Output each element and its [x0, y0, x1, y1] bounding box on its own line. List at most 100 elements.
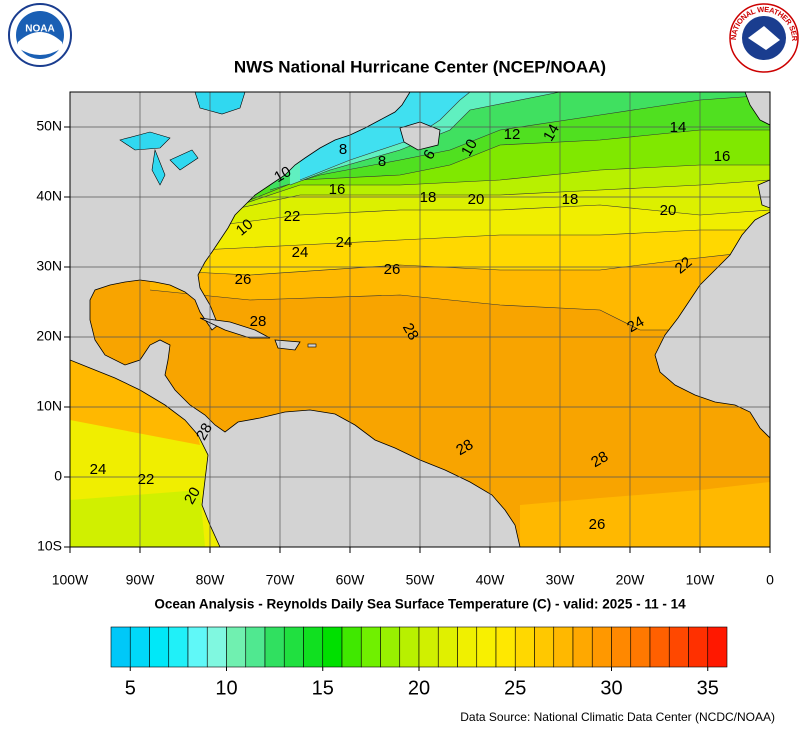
land-hispaniola — [274, 339, 301, 351]
colorbar-cell — [110, 626, 131, 668]
colorbar-cell — [572, 626, 593, 668]
land-americas — [70, 92, 521, 547]
contour-label: 28 — [588, 448, 611, 471]
colorbar-cell — [245, 626, 266, 668]
contour-line — [149, 249, 770, 276]
land-africa — [654, 211, 770, 439]
colorbar-tick-label: 5 — [125, 677, 136, 699]
y-tick-label: 40N — [36, 188, 62, 204]
data-source: Data Source: National Climatic Data Cent… — [460, 710, 775, 724]
contour-label: 26 — [384, 261, 401, 278]
great-lake — [119, 131, 171, 151]
colorbar-tick-label: 30 — [600, 677, 622, 699]
colorbar-cell — [187, 626, 208, 668]
contour-label: 16 — [329, 181, 346, 198]
colorbar-cell — [553, 626, 574, 668]
noaa-logo: NOAA — [8, 3, 72, 67]
pacific-warm — [70, 360, 200, 445]
contour-label: 10 — [458, 136, 481, 159]
contour-label: 28 — [399, 320, 422, 343]
colorbar-cell — [437, 626, 458, 668]
colorbar-tick-label: 20 — [408, 677, 430, 699]
axes: 100W 90W 80W 70W 60W 50W 40W 30W 20W 10W 0 50N 40N 30… — [36, 118, 774, 588]
contour-label: 14 — [670, 119, 687, 136]
land-puerto-rico — [307, 343, 317, 348]
contour-label: 20 — [660, 202, 677, 219]
colorbar-cell — [360, 626, 381, 668]
contour-label: 28 — [193, 420, 216, 443]
colorbar-cell — [168, 626, 189, 668]
contour-label: 10 — [271, 163, 294, 186]
colorbar-cell — [611, 626, 632, 668]
contour-label: 28 — [453, 436, 476, 459]
land-cuba — [199, 317, 271, 339]
contour-label: 20 — [181, 484, 204, 507]
hudson-bay — [194, 92, 246, 115]
contour-label: 8 — [378, 153, 386, 170]
x-tick-label: 20W — [616, 572, 646, 588]
x-tick-label: 90W — [126, 572, 156, 588]
colorbar: 5 10 15 20 25 30 35 — [110, 626, 728, 699]
colorbar-cell — [380, 626, 401, 668]
colorbar-cell — [495, 626, 516, 668]
contour-label: 24 — [90, 461, 107, 478]
colorbar-cell — [303, 626, 324, 668]
colorbar-cell — [322, 626, 343, 668]
colorbar-tick-label: 35 — [697, 677, 719, 699]
colorbar-cell — [226, 626, 247, 668]
y-tick-label: 0 — [54, 468, 62, 484]
noaa-logo-text: NOAA — [25, 24, 54, 35]
contour-label: 16 — [714, 148, 731, 165]
contour-label: 24 — [336, 234, 353, 251]
pacific-cool — [70, 490, 205, 547]
colorbar-cell — [129, 626, 150, 668]
contour-line — [149, 289, 770, 331]
contour-label: 8 — [339, 141, 347, 158]
x-tick-label: 60W — [336, 572, 366, 588]
south-atlantic — [520, 482, 770, 547]
colorbar-cell — [630, 626, 651, 668]
contour-label: 22 — [284, 208, 301, 225]
contour-label: 18 — [562, 191, 579, 208]
colorbar-cell — [283, 626, 304, 668]
contour-label: 24 — [624, 313, 647, 336]
colorbar-cell — [668, 626, 689, 668]
x-tick-label: 100W — [52, 572, 89, 588]
colorbar-cell — [457, 626, 478, 668]
colorbar-tick-label: 10 — [215, 677, 237, 699]
contour-label: 24 — [292, 244, 309, 261]
great-lake — [169, 149, 199, 171]
colorbar-cell — [399, 626, 420, 668]
y-tick-label: 50N — [36, 118, 62, 134]
x-tick-label: 70W — [266, 572, 296, 588]
colorbar-cell — [418, 626, 439, 668]
x-tick-label: 40W — [476, 572, 506, 588]
contour-line — [269, 94, 770, 191]
contour-label: 22 — [138, 471, 155, 488]
y-tick-label: 10N — [36, 398, 62, 414]
colorbar-tick-label: 25 — [504, 677, 526, 699]
contour-label: 28 — [250, 313, 267, 330]
x-tick-label: 10W — [686, 572, 716, 588]
x-tick-label: 0 — [766, 572, 774, 588]
colorbar-cell — [264, 626, 285, 668]
y-tick-label: 20N — [36, 328, 62, 344]
great-lake — [151, 148, 166, 186]
colorbar-tick-label: 15 — [312, 677, 334, 699]
land-europe — [744, 92, 770, 126]
colorbar-cell — [591, 626, 612, 668]
y-tick-label: 10S — [37, 538, 62, 554]
subtitle: Ocean Analysis - Reynolds Daily Sea Surf… — [154, 597, 686, 612]
contour-label: 26 — [589, 516, 606, 533]
x-tick-label: 50W — [406, 572, 436, 588]
colorbar-cell — [534, 626, 555, 668]
colorbar-cell — [688, 626, 709, 668]
contour-label: 26 — [235, 271, 252, 288]
x-tick-label: 80W — [196, 572, 226, 588]
colorbar-cell — [476, 626, 497, 668]
colorbar-cell — [707, 626, 728, 668]
